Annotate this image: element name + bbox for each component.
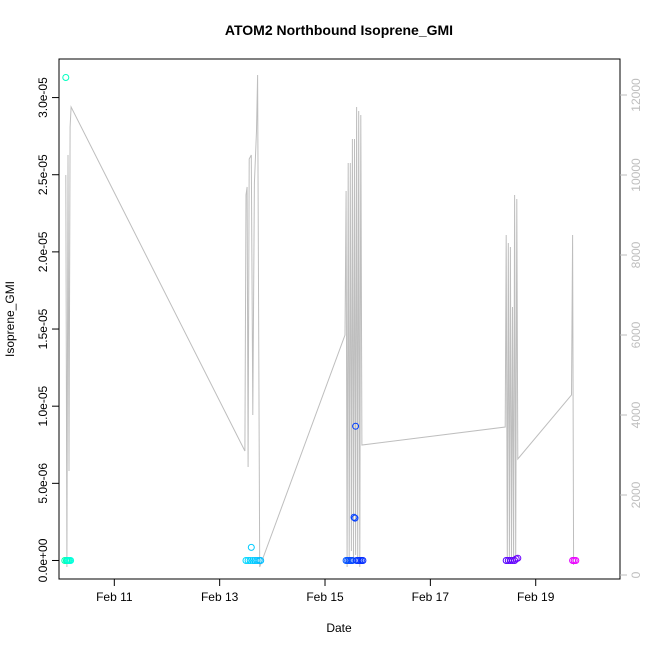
y-tick-label: 1.5e-05 bbox=[36, 308, 50, 349]
y2-tick-label: 12000 bbox=[629, 78, 643, 112]
y2-tick-label: 0 bbox=[629, 571, 643, 578]
points-layer bbox=[61, 74, 580, 564]
x-axis-label: Date bbox=[326, 621, 352, 635]
y2-tick-label: 2000 bbox=[629, 481, 643, 508]
y2-tick-label: 10000 bbox=[629, 158, 643, 192]
y-tick-label: 2.5e-05 bbox=[36, 154, 50, 195]
y-axis-label: Isoprene_GMI bbox=[3, 281, 17, 357]
x-tick-label: Feb 17 bbox=[412, 590, 450, 604]
data-point bbox=[62, 74, 70, 81]
y2-tick-label: 6000 bbox=[629, 321, 643, 348]
altitude-layer bbox=[65, 74, 575, 568]
data-point bbox=[359, 557, 367, 564]
chart-title: ATOM2 Northbound Isoprene_GMI bbox=[225, 22, 453, 38]
data-point bbox=[247, 543, 255, 551]
x-tick-label: Feb 13 bbox=[201, 590, 239, 604]
data-point bbox=[257, 557, 265, 564]
y-tick-label: 5.0e-06 bbox=[36, 463, 50, 504]
plot-frame bbox=[58, 58, 621, 580]
y2-tick-label: 4000 bbox=[629, 401, 643, 428]
y2-axis: 0 2000 4000 6000 8000 10000 12000 bbox=[620, 78, 643, 578]
x-tick-label: Feb 11 bbox=[96, 590, 133, 604]
data-point bbox=[351, 514, 359, 522]
data-point bbox=[514, 554, 522, 562]
data-point bbox=[572, 557, 580, 564]
altitude-line bbox=[65, 74, 575, 568]
y-axis: 0.0e+00 5.0e-06 1.0e-05 1.5e-05 2.0e-05 2.5e-… bbox=[36, 77, 59, 582]
x-axis: Feb 11 Feb 13 Feb 15 Feb 17 Feb 19 bbox=[96, 579, 555, 604]
data-point bbox=[242, 557, 250, 564]
data-point bbox=[67, 557, 75, 564]
y-tick-label: 1.0e-05 bbox=[36, 386, 50, 427]
data-point bbox=[246, 557, 254, 564]
y-tick-label: 0.0e+00 bbox=[36, 538, 50, 582]
y-tick-label: 2.0e-05 bbox=[36, 231, 50, 272]
data-point bbox=[352, 422, 360, 430]
data-point bbox=[244, 557, 252, 564]
x-tick-label: Feb 15 bbox=[306, 590, 344, 604]
data-point bbox=[350, 513, 358, 521]
y2-tick-label: 8000 bbox=[629, 241, 643, 268]
y-tick-label: 3.0e-05 bbox=[36, 77, 50, 118]
x-tick-label: Feb 19 bbox=[517, 590, 555, 604]
data-point bbox=[253, 557, 261, 564]
